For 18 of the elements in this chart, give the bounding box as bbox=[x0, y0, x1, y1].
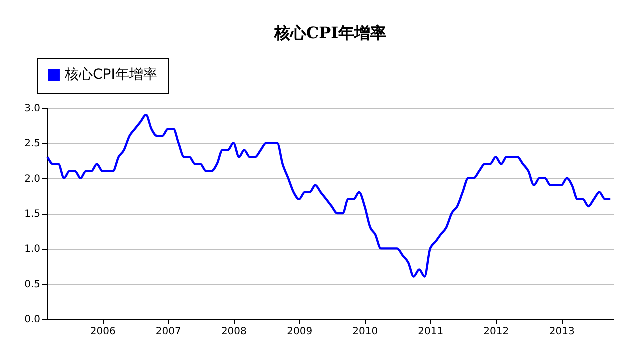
y-tick-label: 1.0 bbox=[24, 244, 40, 256]
x-tick-label: 2007 bbox=[156, 326, 182, 338]
y-tick-label: 2.5 bbox=[24, 138, 40, 150]
x-tick-label: 2013 bbox=[549, 326, 575, 338]
y-tick-label: 2.0 bbox=[24, 174, 40, 185]
x-tick-label: 2006 bbox=[90, 326, 116, 338]
x-tick-label: 2012 bbox=[484, 326, 510, 338]
y-tick-label: 0.0 bbox=[24, 314, 40, 326]
legend-label: 核心CPI年增率 bbox=[64, 67, 158, 83]
line-series bbox=[46, 114, 612, 278]
x-tick-label: 2009 bbox=[287, 326, 313, 338]
y-tick-label: 3.0 bbox=[24, 104, 40, 114]
chart-title: 核心CPI年增率 bbox=[273, 24, 387, 42]
y-tick-label: 0.5 bbox=[24, 279, 40, 290]
x-tick-label: 2010 bbox=[352, 326, 378, 338]
x-tick-label: 2008 bbox=[221, 326, 247, 338]
x-tick-label: 2011 bbox=[418, 326, 444, 338]
y-tick-label: 1.5 bbox=[24, 209, 40, 220]
